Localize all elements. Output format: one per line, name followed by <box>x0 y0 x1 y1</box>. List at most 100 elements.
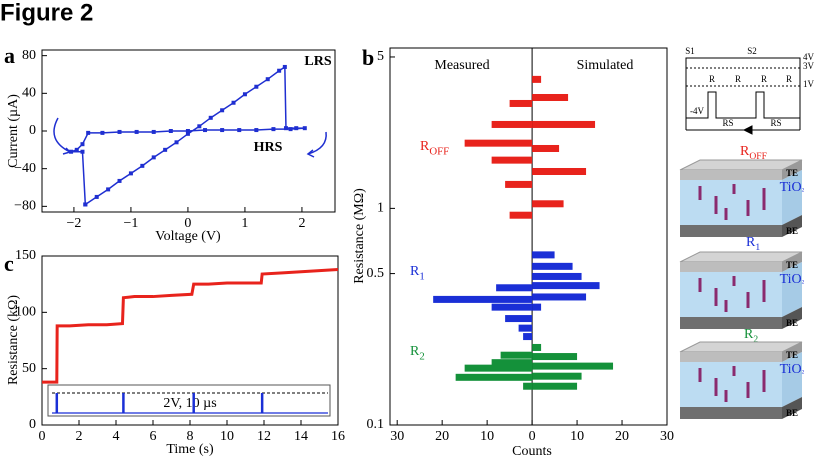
annotation: LRS <box>304 54 331 69</box>
y-axis-label: Resistance (kΩ) <box>6 295 21 385</box>
circuit-label: S1 <box>685 46 695 56</box>
bar <box>532 272 582 280</box>
data-point <box>294 126 299 131</box>
panel-label: a <box>4 43 15 68</box>
device-state-main: R <box>740 144 750 159</box>
bar <box>532 200 564 208</box>
layer-label: BE <box>786 226 798 236</box>
bar <box>500 351 533 359</box>
bar <box>523 333 533 341</box>
data-point <box>242 92 247 97</box>
y-tick-label: 0 <box>29 417 36 432</box>
layer-label-sub: 2 <box>802 188 805 194</box>
layer-label: TiO2 <box>780 362 805 377</box>
y-axis-label: Resistance (MΩ) <box>352 188 367 284</box>
bar <box>523 382 533 390</box>
data-point <box>117 129 122 134</box>
y-tick-label: 150 <box>15 248 36 263</box>
x-tick-label: 0 <box>184 216 191 231</box>
device-state-sub: 2 <box>753 334 758 345</box>
x-tick-label: 6 <box>150 429 157 444</box>
data-point <box>254 84 259 89</box>
device-state-main: R <box>746 235 756 250</box>
y-tick-label: −80 <box>14 199 36 214</box>
bar <box>491 156 533 164</box>
plot-frame <box>389 47 668 426</box>
be-front <box>680 225 782 237</box>
x-tick-label: 16 <box>331 429 345 444</box>
y-tick-label: 80 <box>22 48 36 63</box>
data-point <box>231 100 236 105</box>
series-name: Measured <box>434 58 489 73</box>
data-point <box>203 128 208 133</box>
bar <box>505 315 533 323</box>
data-point <box>151 129 156 134</box>
x-tick-label: 20 <box>615 429 629 444</box>
group-label: R1 <box>410 264 425 283</box>
group-label-main: R <box>410 344 420 359</box>
layer-label-sub: 2 <box>802 370 805 376</box>
data-point <box>151 155 156 160</box>
bar <box>433 295 533 303</box>
bar <box>532 262 573 270</box>
layer-label: BE <box>786 318 798 328</box>
x-axis-label: Counts <box>512 444 552 459</box>
oxide-side <box>782 352 802 407</box>
bar <box>532 382 578 390</box>
y-axis-label: Current (µA) <box>6 94 21 168</box>
x-tick-label: 2 <box>298 216 305 231</box>
circuit-label: RS <box>770 118 781 128</box>
te-front <box>680 262 782 272</box>
layer-label: TiO2 <box>780 272 805 287</box>
layer-label-main: TiO <box>780 272 802 287</box>
bar <box>464 364 533 372</box>
level-lines <box>686 67 800 87</box>
bar <box>532 293 587 301</box>
y-tick-label: −40 <box>14 161 36 176</box>
x-tick-label: 10 <box>220 429 234 444</box>
y-tick-label: 0 <box>29 123 36 138</box>
data-point <box>140 163 145 168</box>
data-point <box>100 130 105 135</box>
bar <box>509 99 533 107</box>
x-tick-label: 10 <box>570 429 584 444</box>
circuit-label: R <box>735 74 741 84</box>
data-point <box>288 127 293 132</box>
panel-label: b <box>362 45 374 70</box>
data-point <box>237 128 242 133</box>
data-point <box>277 68 282 73</box>
layer-label-main: TiO <box>780 180 802 195</box>
data-point <box>220 128 225 133</box>
bar <box>532 144 560 152</box>
annotation: HRS <box>254 140 283 155</box>
data-point <box>74 147 79 152</box>
bar <box>532 303 542 311</box>
layer-label-sub: 2 <box>802 280 805 286</box>
data-point <box>134 129 139 134</box>
bar <box>505 180 533 188</box>
layer-label: TE <box>786 168 798 178</box>
data-point <box>94 194 99 199</box>
data-point <box>271 127 276 132</box>
be-front <box>680 407 782 419</box>
data-point <box>185 131 190 136</box>
circuit-label: 4V <box>803 52 815 62</box>
data-point <box>86 130 91 135</box>
layer-label: TE <box>786 260 798 270</box>
group-label: R2 <box>410 344 425 363</box>
bar <box>532 75 542 83</box>
group-label-sub: OFF <box>429 146 449 158</box>
data-point <box>265 77 270 82</box>
bar <box>455 373 533 381</box>
bar <box>532 251 555 259</box>
oxide-side <box>782 170 802 225</box>
y-tick-label: 0.5 <box>367 266 385 281</box>
x-tick-label: −2 <box>66 216 81 231</box>
oxide-front <box>680 272 782 317</box>
inset-label: 2V, 10 µs <box>163 396 216 411</box>
data-point <box>220 108 225 113</box>
data-point <box>283 126 288 131</box>
oxide-front <box>680 362 782 407</box>
te-top <box>679 341 803 353</box>
device-state: ROFF <box>740 144 767 162</box>
